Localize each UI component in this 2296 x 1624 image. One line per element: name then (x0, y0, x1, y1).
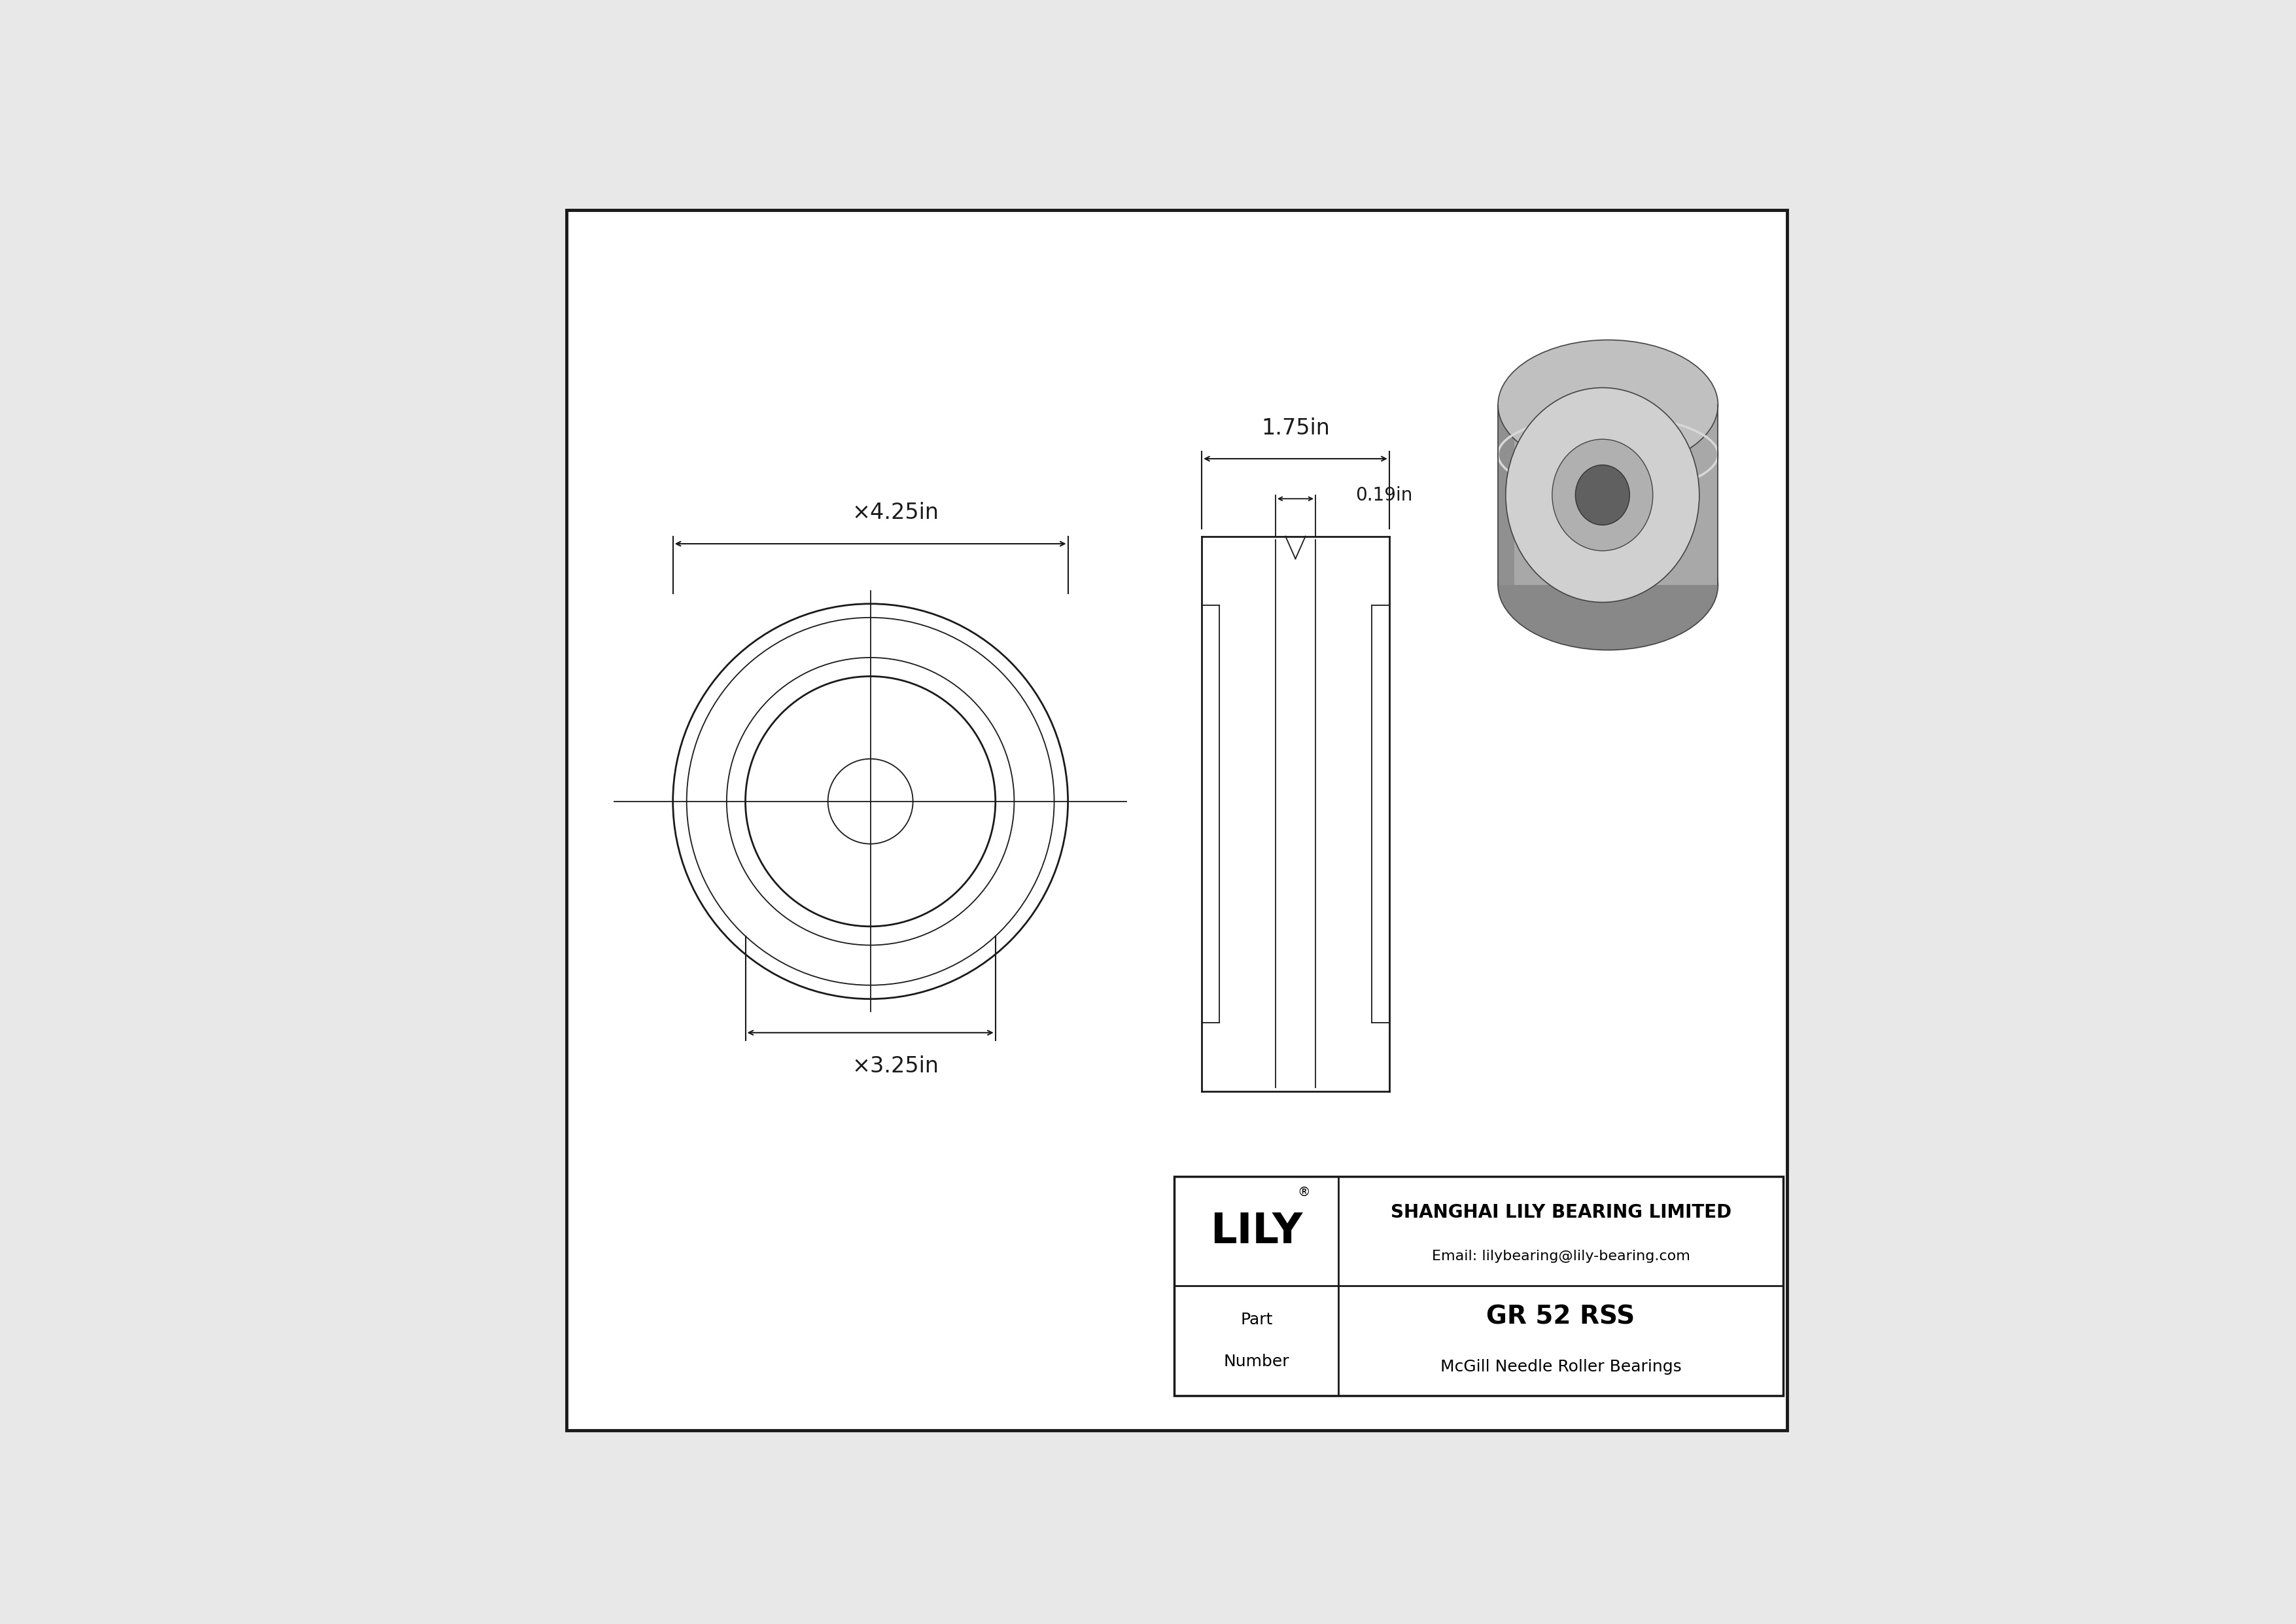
Bar (1497, 404, 1717, 585)
Bar (1173, 1176, 1784, 1395)
Ellipse shape (1506, 388, 1699, 603)
Text: ×3.25in: ×3.25in (852, 1056, 939, 1077)
Text: GR 52 RSS: GR 52 RSS (1486, 1304, 1635, 1328)
Text: 0.19in: 0.19in (1355, 486, 1412, 503)
Ellipse shape (1497, 339, 1717, 469)
Text: LILY: LILY (1210, 1212, 1302, 1252)
Text: ®: ® (1297, 1186, 1311, 1199)
Ellipse shape (1575, 464, 1630, 525)
Ellipse shape (1552, 438, 1653, 551)
Ellipse shape (1497, 520, 1717, 650)
Text: McGill Needle Roller Bearings: McGill Needle Roller Bearings (1440, 1359, 1681, 1376)
Bar (1497, 404, 1515, 585)
Text: Part: Part (1240, 1312, 1272, 1328)
Text: SHANGHAI LILY BEARING LIMITED: SHANGHAI LILY BEARING LIMITED (1391, 1203, 1731, 1221)
Text: Number: Number (1224, 1353, 1290, 1369)
Text: Email: lilybearing@lily-bearing.com: Email: lilybearing@lily-bearing.com (1433, 1250, 1690, 1263)
Text: ×4.25in: ×4.25in (852, 502, 939, 525)
Text: 1.75in: 1.75in (1261, 417, 1329, 438)
